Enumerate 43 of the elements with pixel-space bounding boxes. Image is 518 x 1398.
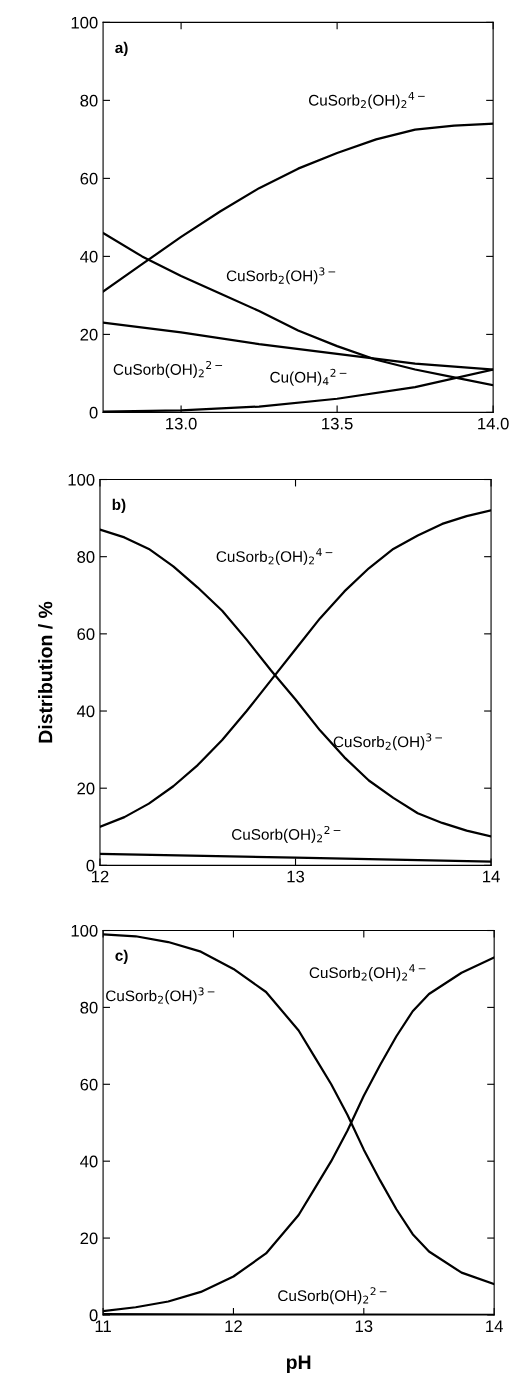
annotation: c) bbox=[115, 949, 128, 964]
x-tick-label: 13 bbox=[287, 870, 305, 883]
series-label: CuSorb$_{2}$(OH)$_{2}$$^{4−}$ bbox=[309, 964, 426, 982]
x-tick-label: 14 bbox=[483, 870, 500, 883]
y-tick-label: 80 bbox=[80, 1001, 98, 1014]
y-tick-label: 0 bbox=[86, 859, 95, 872]
series-label: CuSorb(OH)$_{2}$$^{2−}$ bbox=[278, 1287, 387, 1305]
y-tick-label: 40 bbox=[76, 705, 95, 718]
y-tick-label: 60 bbox=[80, 1078, 98, 1091]
x-axis-title: pH bbox=[286, 1355, 311, 1373]
series-label: CuSorb$_{2}$(OH)$_{2}$$^{4−}$ bbox=[216, 548, 333, 566]
y-tick-label: 20 bbox=[80, 328, 98, 341]
y-tick-label: 20 bbox=[77, 782, 95, 795]
annotation: b) bbox=[112, 498, 126, 514]
series-label: CuSorb$_{2}$(OH)$^{3−}$ bbox=[106, 987, 215, 1005]
series-label: CuSorb(OH)$_{2}$$^{2−}$ bbox=[232, 825, 341, 843]
series-label: Cu(OH)$_{4}$$^{2−}$ bbox=[270, 368, 347, 386]
x-tick-label: 11 bbox=[95, 1320, 111, 1332]
x-tick-label: 12 bbox=[225, 1320, 242, 1332]
y-tick-label: 100 bbox=[71, 924, 98, 937]
y-tick-label: 0 bbox=[89, 1309, 98, 1322]
y-tick-label: 60 bbox=[77, 628, 95, 641]
y-tick-label: 80 bbox=[77, 551, 95, 563]
y-axis-title: Distribution / % bbox=[38, 601, 53, 743]
y-tick-label: 80 bbox=[80, 94, 98, 107]
y-tick-label: 40 bbox=[80, 250, 98, 263]
x-tick-label: 13 bbox=[355, 1320, 373, 1333]
series-label: CuSorb$_{2}$(OH)$_{2}$$^{4−}$ bbox=[308, 91, 425, 109]
y-tick-label: 20 bbox=[80, 1232, 98, 1245]
x-tick-label: 14 bbox=[486, 1320, 503, 1332]
x-tick-label: 13.0 bbox=[166, 417, 197, 430]
y-tick-label: 40 bbox=[80, 1155, 98, 1168]
y-tick-label: 100 bbox=[68, 473, 95, 486]
y-tick-label: 100 bbox=[71, 16, 98, 29]
annotation: a) bbox=[115, 41, 128, 57]
y-tick-label: 60 bbox=[80, 172, 98, 185]
x-tick-label: 12 bbox=[91, 870, 109, 883]
x-tick-label: 14.0 bbox=[478, 417, 509, 430]
x-tick-label: 13.5 bbox=[322, 417, 353, 430]
series-label: CuSorb$_{2}$(OH)$^{3−}$ bbox=[226, 267, 336, 285]
series-label: CuSorb$_{2}$(OH)$^{3−}$ bbox=[333, 733, 443, 751]
series-label: CuSorb(OH)$_{2}$$^{2−}$ bbox=[113, 360, 223, 378]
y-tick-label: 0 bbox=[89, 406, 98, 419]
